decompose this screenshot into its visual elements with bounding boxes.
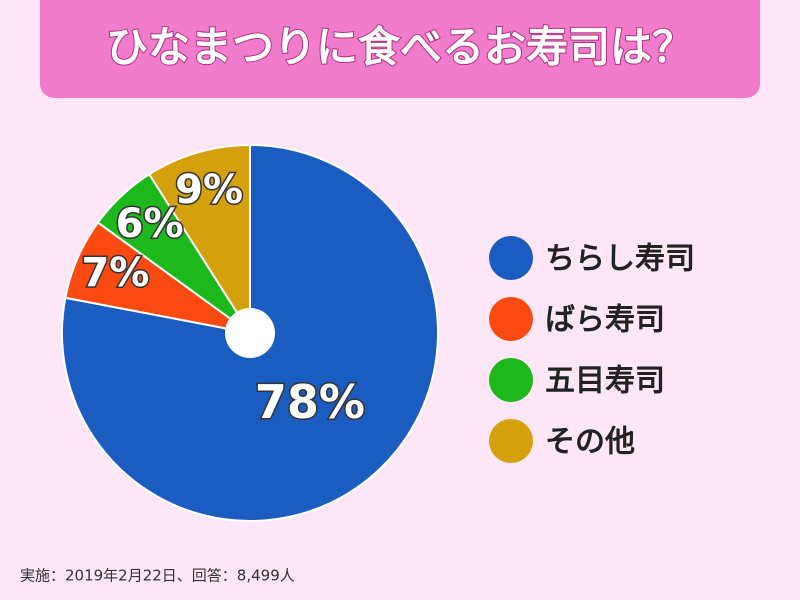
legend-swatch <box>489 297 533 341</box>
legend-swatch <box>489 236 533 280</box>
chart-title: ひなまつりに食べるお寿司は？ <box>106 23 694 72</box>
legend-swatch <box>489 419 533 463</box>
value-label: 78% <box>255 375 365 429</box>
footnote: 実施：2019年2月22日、回答：8,499人 <box>20 567 295 585</box>
legend-swatch <box>489 358 533 402</box>
legend-label: その他 <box>545 425 635 460</box>
value-label: 9% <box>175 167 243 213</box>
pie-slice <box>147 143 251 337</box>
title-banner <box>40 0 760 98</box>
legend-label: ばら寿司 <box>545 303 665 338</box>
legend-label: 五目寿司 <box>545 364 665 399</box>
legend-label: ちらし寿司 <box>545 242 695 277</box>
value-label: 6% <box>116 201 184 247</box>
pie-hole <box>225 308 275 358</box>
value-label: 7% <box>81 250 149 296</box>
